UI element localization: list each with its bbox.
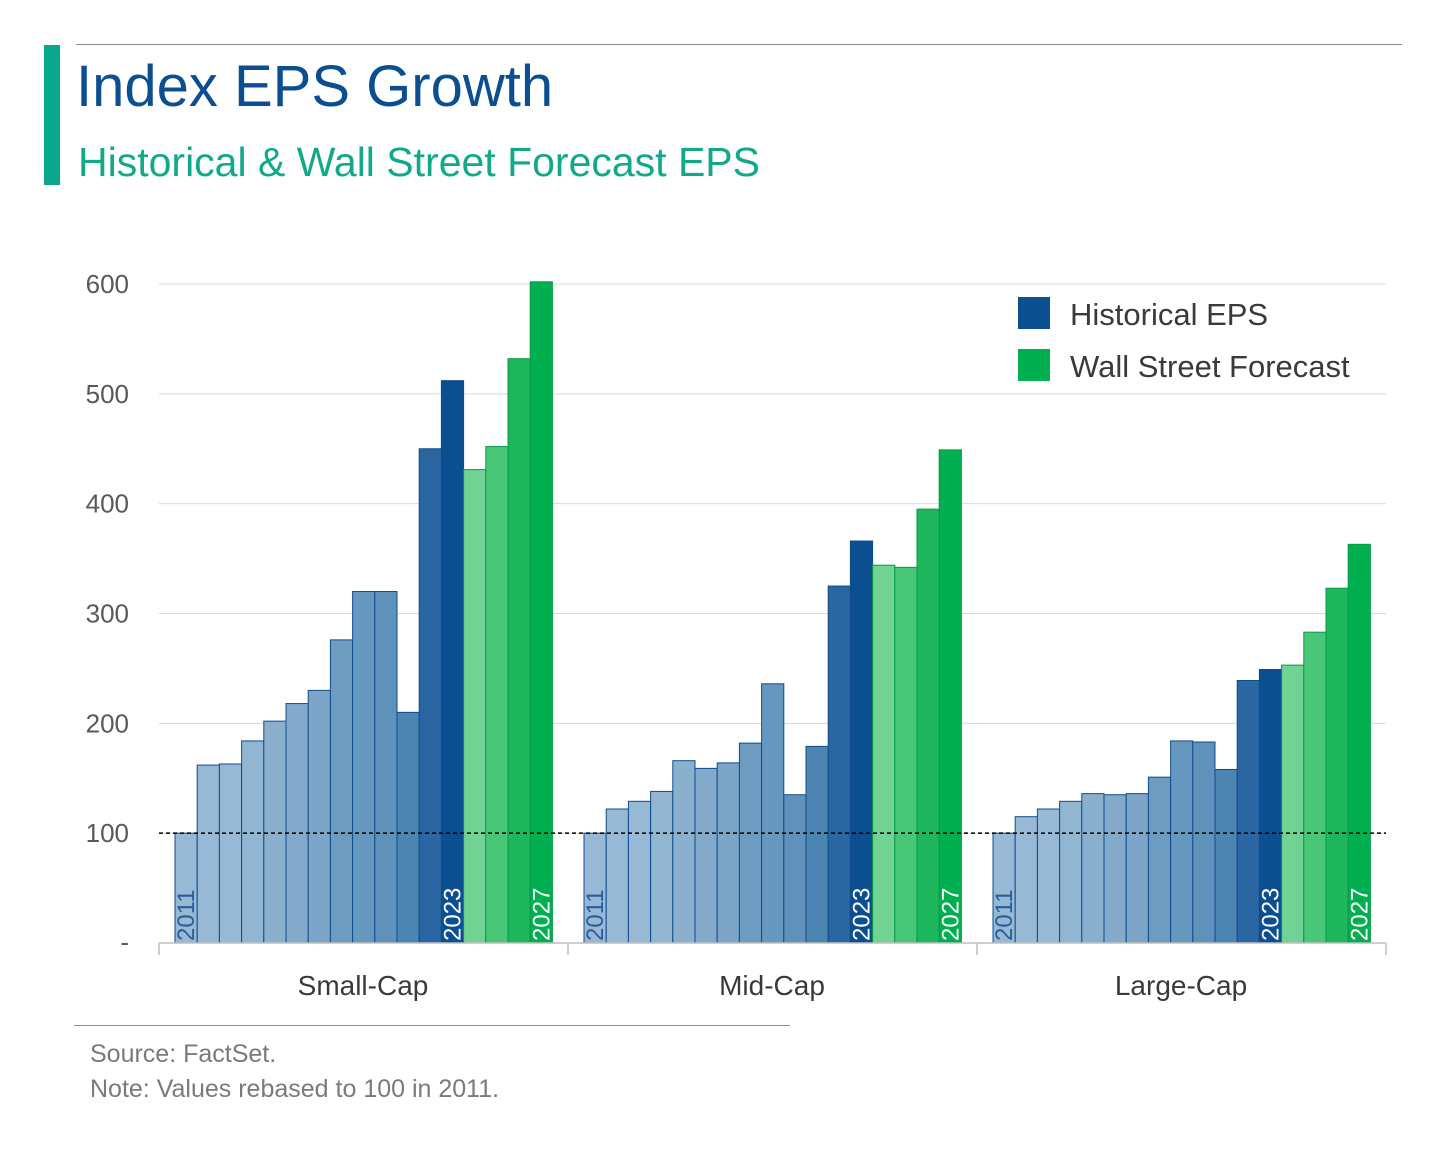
bar-small-cap-2024 xyxy=(463,469,487,944)
bar-mid-cap-2022 xyxy=(827,585,851,944)
bar-group-small-cap xyxy=(174,281,553,944)
y-tick-label-100: 100 xyxy=(86,818,129,848)
bar-small-cap-2025 xyxy=(485,446,509,944)
bar-small-cap-2016 xyxy=(285,703,309,944)
bar-mid-cap-2013 xyxy=(627,800,652,944)
bar-label-small-cap-2023: 2023 xyxy=(440,888,467,941)
bar-large-cap-2022 xyxy=(1236,680,1260,944)
bar-mid-cap-2016 xyxy=(694,767,718,944)
category-label-mid-cap: Mid-Cap xyxy=(719,970,825,1001)
bar-large-cap-2014 xyxy=(1059,800,1083,944)
bar-small-cap-2023 xyxy=(440,380,465,944)
bar-small-cap-2017 xyxy=(307,689,331,944)
y-tick-label-600: 600 xyxy=(86,269,129,299)
bar-small-cap-2021 xyxy=(396,711,420,944)
bar-large-cap-2012 xyxy=(1014,816,1038,944)
bar-small-cap-2019 xyxy=(352,591,376,944)
category-label-large-cap: Large-Cap xyxy=(1115,970,1247,1001)
bar-small-cap-2020 xyxy=(374,591,398,944)
bar-mid-cap-2021 xyxy=(805,745,829,944)
legend-swatch-wall-street-forecast xyxy=(1018,349,1050,381)
bar-large-cap-2013 xyxy=(1036,808,1061,944)
bar-mid-cap-2018 xyxy=(738,742,763,944)
bar-small-cap-2018 xyxy=(329,639,354,944)
bar-large-cap-2020 xyxy=(1192,741,1216,944)
bar-large-cap-2027 xyxy=(1347,543,1371,944)
bar-mid-cap-2012 xyxy=(605,808,629,944)
footer-rule xyxy=(74,1025,790,1026)
legend-label-historical-eps: Historical EPS xyxy=(1070,297,1268,332)
bar-group-mid-cap xyxy=(583,449,962,944)
bar-label-mid-cap-2027: 2027 xyxy=(937,888,964,941)
bar-year-labels: 2011 2023 2027 2011 2023 2027 2011 2023 2027 xyxy=(173,888,1373,941)
bar-label-mid-cap-2023: 2023 xyxy=(849,888,876,941)
bar-mid-cap-2027 xyxy=(938,449,962,944)
bar-large-cap-2026 xyxy=(1325,587,1349,944)
y-tick-label-300: 300 xyxy=(86,599,129,629)
category-label-small-cap: Small-Cap xyxy=(298,970,429,1001)
chart-subtitle: Historical & Wall Street Forecast EPS xyxy=(78,139,761,185)
bar-label-large-cap-2011: 2011 xyxy=(991,889,1018,941)
bar-mid-cap-2015 xyxy=(672,760,696,944)
bar-small-cap-2022 xyxy=(418,448,442,944)
bars xyxy=(174,281,1371,944)
y-tick-label-0: - xyxy=(120,927,129,957)
y-tick-label-400: 400 xyxy=(86,489,129,519)
bar-large-cap-2024 xyxy=(1281,664,1305,944)
chart-title: Index EPS Growth xyxy=(76,54,554,119)
bar-small-cap-2027 xyxy=(529,281,553,944)
bar-group-large-cap xyxy=(992,543,1371,944)
bar-large-cap-2016 xyxy=(1103,794,1127,944)
bar-mid-cap-2017 xyxy=(716,762,740,944)
bar-mid-cap-2019 xyxy=(761,683,785,944)
bar-label-small-cap-2011: 2011 xyxy=(173,889,200,941)
bar-small-cap-2014 xyxy=(241,740,265,944)
source-note: Source: FactSet. xyxy=(90,1040,277,1068)
bar-mid-cap-2023 xyxy=(849,540,874,944)
bar-mid-cap-2026 xyxy=(916,508,940,944)
bar-large-cap-2015 xyxy=(1081,793,1105,944)
bar-large-cap-2019 xyxy=(1170,740,1194,944)
bar-mid-cap-2025 xyxy=(894,566,918,944)
y-tick-label-500: 500 xyxy=(86,379,129,409)
bar-mid-cap-2024 xyxy=(872,564,896,944)
bar-small-cap-2015 xyxy=(263,720,287,944)
axes: - 100 200 300 400 500 600 Small-Cap Mid-Cap Large… xyxy=(86,269,1387,1001)
rebase-note: Note: Values rebased to 100 in 2011. xyxy=(90,1075,500,1103)
top-rule xyxy=(76,44,1402,45)
bar-small-cap-2012 xyxy=(196,764,220,944)
bar-large-cap-2017 xyxy=(1125,793,1149,944)
legend: Historical EPS Wall Street Forecast xyxy=(1018,297,1350,384)
bar-large-cap-2025 xyxy=(1303,631,1327,944)
bar-small-cap-2026 xyxy=(507,358,531,944)
y-tick-label-200: 200 xyxy=(86,708,129,738)
bar-large-cap-2018 xyxy=(1147,776,1172,944)
accent-bar xyxy=(44,45,60,185)
bar-small-cap-2013 xyxy=(218,763,243,944)
bar-mid-cap-2014 xyxy=(650,790,674,944)
bar-large-cap-2021 xyxy=(1214,768,1238,944)
bar-label-small-cap-2027: 2027 xyxy=(528,888,555,941)
bar-label-mid-cap-2011: 2011 xyxy=(582,889,609,941)
bar-mid-cap-2020 xyxy=(783,794,807,944)
legend-swatch-historical-eps xyxy=(1018,297,1050,329)
legend-label-wall-street-forecast: Wall Street Forecast xyxy=(1070,349,1350,384)
bar-label-large-cap-2027: 2027 xyxy=(1346,888,1373,941)
bar-label-large-cap-2023: 2023 xyxy=(1258,888,1285,941)
